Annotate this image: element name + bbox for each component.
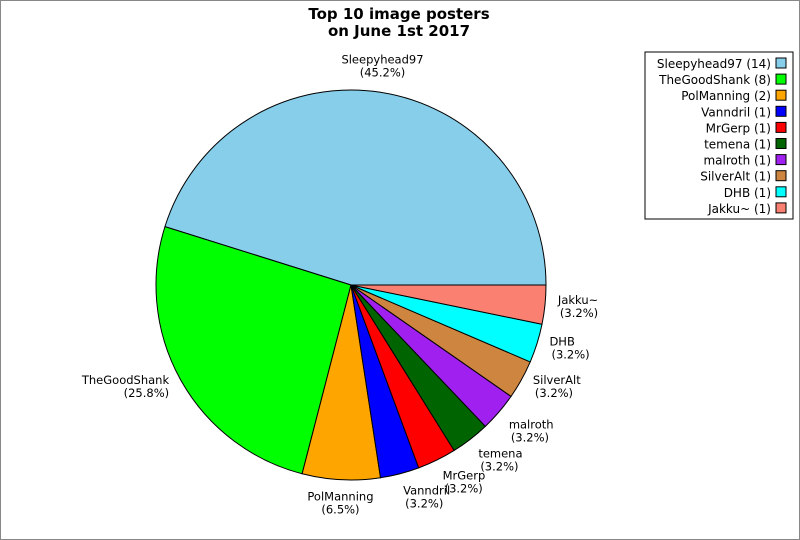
- legend: Sleepyhead97 (14) TheGoodShank (8) PolMann…: [644, 51, 794, 220]
- slice-label-mrgerp: MrGerp: [443, 469, 486, 483]
- legend-entry-polmanning: PolManning (2): [681, 89, 771, 103]
- slice-label-temena: temena: [478, 446, 522, 460]
- slice-label-malroth: malroth: [509, 417, 554, 431]
- legend-swatch-sleepyhead97: [775, 57, 787, 69]
- slice-labels: Sleepyhead97(45.2%) TheGoodShank(25.8%) Po…: [81, 52, 598, 516]
- slice-percent-malroth: (3.2%): [511, 430, 549, 444]
- legend-swatch-temena: [775, 138, 787, 149]
- slice-label-sleepyhead97: Sleepyhead97: [341, 52, 423, 66]
- legend-box: [644, 51, 794, 220]
- legend-entry-silveralt: SilverAlt (1): [700, 170, 771, 184]
- slice-jakku: [350, 284, 547, 325]
- legend-swatch-dhb: [775, 186, 787, 198]
- slice-sleepyhead97: [164, 89, 547, 286]
- slice-label-silveralt: SilverAlt: [533, 373, 581, 387]
- legend-swatch-vanndril: [775, 105, 787, 117]
- slice-percent-dhb: (3.2%): [551, 347, 589, 361]
- slice-percent-sleepyhead97: (45.2%): [360, 65, 406, 79]
- legend-entry-jakku: Jakku~ (1): [707, 202, 771, 216]
- slice-percent-silveralt: (3.2%): [535, 386, 573, 400]
- legend-swatch-malroth: [775, 154, 787, 166]
- pie-slices: [155, 89, 547, 481]
- legend-swatch-polmanning: [775, 89, 787, 101]
- legend-entry-vanndril: Vanndril (1): [701, 105, 771, 119]
- slice-thegoodshank: [155, 225, 352, 475]
- slice-label-dhb: DHB: [549, 334, 575, 348]
- legend-entry-malroth: malroth (1): [703, 154, 771, 168]
- legend-swatch-mrgerp: [775, 121, 787, 133]
- slice-percent-jakku: (3.2%): [560, 306, 598, 320]
- legend-entry-mrgerp: MrGerp (1): [706, 121, 771, 135]
- slice-label-thegoodshank: TheGoodShank: [81, 373, 170, 387]
- slice-label-vanndril: Vanndril: [403, 483, 450, 497]
- legend-swatch-thegoodshank: [775, 73, 787, 85]
- legend-entry-temena: temena (1): [704, 138, 771, 152]
- legend-swatch-jakku: [775, 202, 787, 214]
- slice-percent-vanndril: (3.2%): [405, 496, 443, 510]
- slice-percent-polmanning: (6.5%): [321, 503, 359, 517]
- legend-entry-dhb: DHB (1): [724, 186, 771, 200]
- legend-swatch-silveralt: [775, 170, 787, 182]
- slice-percent-thegoodshank: (25.8%): [124, 386, 170, 400]
- slice-percent-mrgerp: (3.2%): [445, 482, 483, 496]
- chart-title-line-1: Top 10 image posters: [308, 5, 489, 23]
- legend-entry-sleepyhead97: Sleepyhead97 (14): [657, 57, 771, 71]
- slice-label-polmanning: PolManning: [307, 490, 373, 504]
- chart-title-line-2: on June 1st 2017: [328, 22, 470, 40]
- slice-label-jakku: Jakku~: [557, 293, 598, 307]
- slice-percent-temena: (3.2%): [480, 459, 518, 473]
- legend-entry-thegoodshank: TheGoodShank (8): [658, 73, 771, 87]
